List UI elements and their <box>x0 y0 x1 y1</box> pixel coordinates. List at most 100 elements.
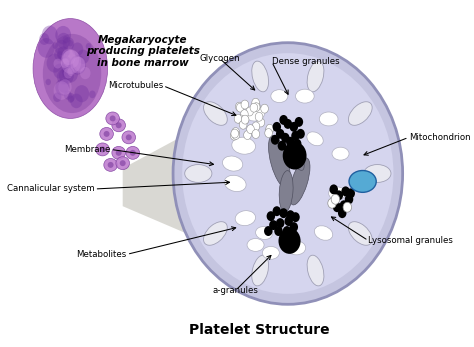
Circle shape <box>291 212 300 222</box>
Ellipse shape <box>247 238 264 251</box>
Circle shape <box>295 117 303 127</box>
Circle shape <box>266 126 273 134</box>
Ellipse shape <box>328 187 346 200</box>
Circle shape <box>57 33 71 49</box>
Ellipse shape <box>295 89 314 103</box>
Ellipse shape <box>314 226 333 240</box>
Ellipse shape <box>116 150 122 156</box>
Circle shape <box>53 64 66 79</box>
Ellipse shape <box>307 255 324 286</box>
Ellipse shape <box>332 147 349 160</box>
Ellipse shape <box>106 112 119 125</box>
Circle shape <box>55 40 68 55</box>
Circle shape <box>63 65 78 83</box>
Circle shape <box>252 98 259 107</box>
Ellipse shape <box>364 164 391 183</box>
Circle shape <box>86 43 91 50</box>
Circle shape <box>257 118 264 127</box>
Ellipse shape <box>116 157 129 170</box>
Circle shape <box>52 42 58 49</box>
Circle shape <box>252 129 260 138</box>
Circle shape <box>58 79 72 95</box>
Circle shape <box>283 119 292 129</box>
Circle shape <box>345 194 353 204</box>
Ellipse shape <box>182 53 393 294</box>
Text: Lysosomal granules: Lysosomal granules <box>368 236 453 245</box>
Circle shape <box>265 129 273 137</box>
Circle shape <box>273 122 281 132</box>
Ellipse shape <box>33 19 108 118</box>
Circle shape <box>55 79 70 96</box>
Circle shape <box>264 226 273 236</box>
Ellipse shape <box>108 162 114 168</box>
Circle shape <box>286 210 295 220</box>
Circle shape <box>46 79 51 85</box>
Ellipse shape <box>126 134 132 140</box>
Ellipse shape <box>130 150 136 156</box>
Circle shape <box>279 208 288 218</box>
Circle shape <box>333 202 341 212</box>
Ellipse shape <box>255 227 273 239</box>
Ellipse shape <box>252 61 269 92</box>
Circle shape <box>346 188 355 198</box>
Circle shape <box>328 198 336 208</box>
Circle shape <box>57 46 69 60</box>
Circle shape <box>244 130 251 139</box>
Ellipse shape <box>262 246 279 259</box>
Circle shape <box>55 26 71 44</box>
Circle shape <box>57 69 70 84</box>
Ellipse shape <box>290 158 310 205</box>
Circle shape <box>269 220 278 230</box>
Circle shape <box>253 102 260 111</box>
Ellipse shape <box>112 146 126 159</box>
Ellipse shape <box>122 131 136 144</box>
Circle shape <box>89 91 96 98</box>
Circle shape <box>230 131 238 140</box>
Ellipse shape <box>348 222 372 245</box>
Circle shape <box>61 56 71 68</box>
Circle shape <box>252 122 260 131</box>
Ellipse shape <box>279 171 293 212</box>
Circle shape <box>236 102 243 111</box>
Ellipse shape <box>43 34 101 113</box>
Circle shape <box>62 49 75 65</box>
Circle shape <box>338 208 346 218</box>
Circle shape <box>246 107 254 116</box>
Circle shape <box>72 42 83 56</box>
Circle shape <box>261 104 268 113</box>
Circle shape <box>54 48 66 61</box>
Ellipse shape <box>120 160 126 166</box>
Circle shape <box>283 226 291 236</box>
Circle shape <box>276 218 284 228</box>
Ellipse shape <box>185 164 212 183</box>
Ellipse shape <box>173 43 402 304</box>
Circle shape <box>232 128 239 136</box>
Ellipse shape <box>126 146 139 159</box>
Circle shape <box>274 226 283 236</box>
Circle shape <box>276 129 284 139</box>
Circle shape <box>232 130 240 139</box>
Circle shape <box>46 54 63 73</box>
Circle shape <box>231 129 238 138</box>
Circle shape <box>68 95 74 103</box>
Text: Microtubules: Microtubules <box>108 81 163 90</box>
Circle shape <box>68 40 73 46</box>
Text: Glycogen: Glycogen <box>199 54 240 63</box>
Ellipse shape <box>287 241 306 255</box>
Circle shape <box>54 81 70 100</box>
Circle shape <box>73 57 86 71</box>
Ellipse shape <box>348 102 372 125</box>
Circle shape <box>343 202 352 212</box>
Circle shape <box>63 36 68 43</box>
Ellipse shape <box>109 116 116 121</box>
Circle shape <box>61 58 69 68</box>
Circle shape <box>255 112 263 121</box>
Circle shape <box>250 103 258 112</box>
Circle shape <box>70 94 82 108</box>
Circle shape <box>54 59 62 68</box>
Circle shape <box>241 100 249 109</box>
Ellipse shape <box>307 61 324 92</box>
Ellipse shape <box>319 112 338 126</box>
Polygon shape <box>123 118 215 246</box>
Circle shape <box>281 133 290 143</box>
